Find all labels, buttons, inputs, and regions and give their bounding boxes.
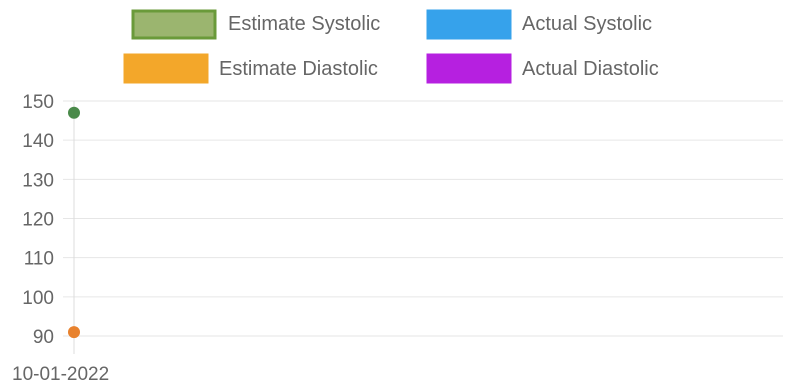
data-point[interactable] bbox=[68, 107, 80, 119]
legend-label: Actual Systolic bbox=[522, 13, 652, 35]
legend-item[interactable]: Actual Diastolic bbox=[428, 55, 659, 82]
legend: Estimate Systolic Actual Systolic Estimate… bbox=[125, 11, 659, 82]
x-tick-label: 10-01-2022 bbox=[12, 364, 109, 385]
y-tick-label: 130 bbox=[22, 170, 54, 191]
legend-item[interactable]: Estimate Diastolic bbox=[125, 55, 378, 82]
legend-swatch bbox=[125, 55, 207, 82]
y-tick-label: 120 bbox=[22, 210, 54, 231]
legend-label: Estimate Systolic bbox=[228, 13, 380, 35]
legend-swatch bbox=[428, 55, 510, 82]
y-tick-label: 110 bbox=[24, 249, 54, 270]
y-tick-label: 150 bbox=[22, 92, 54, 113]
data-point[interactable] bbox=[68, 326, 80, 338]
legend-item[interactable]: Estimate Systolic bbox=[133, 11, 380, 38]
x-axis-ticks: 10-01-2022 bbox=[12, 364, 109, 385]
y-axis-ticks: 150 140 130 120 110 100 90 bbox=[22, 92, 54, 348]
legend-swatch bbox=[133, 11, 215, 38]
y-tick-label: 140 bbox=[22, 131, 54, 152]
grid-lines bbox=[63, 101, 783, 354]
legend-label: Estimate Diastolic bbox=[219, 58, 378, 80]
legend-item[interactable]: Actual Systolic bbox=[428, 11, 652, 38]
legend-label: Actual Diastolic bbox=[522, 58, 659, 80]
y-tick-label: 100 bbox=[22, 288, 54, 309]
legend-swatch bbox=[428, 11, 510, 38]
y-tick-label: 90 bbox=[33, 327, 54, 348]
